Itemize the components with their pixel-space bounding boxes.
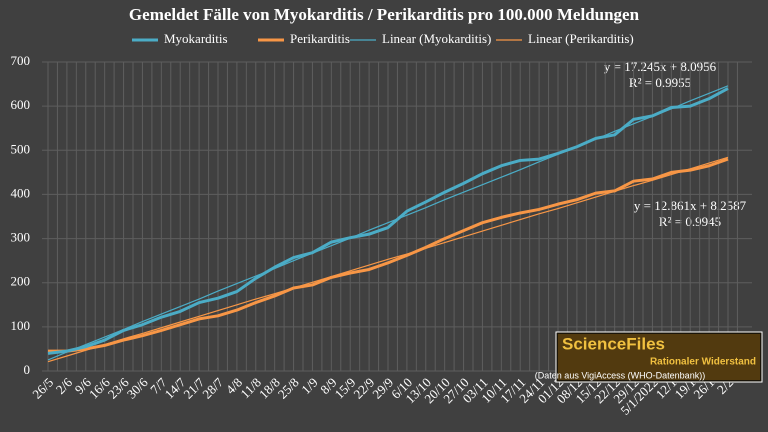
logo-title: ScienceFiles: [562, 334, 665, 353]
series-line: [47, 87, 729, 355]
annotation: y = 17.245x + 8.0956: [604, 59, 717, 74]
legend-label: Perikarditis: [290, 31, 350, 46]
logo: ScienceFiles Rationaler Widerstand (Date…: [535, 331, 763, 383]
y-tick-label: 300: [11, 230, 31, 245]
y-tick-label: 200: [11, 274, 31, 289]
legend-label: Myokarditis: [164, 31, 228, 46]
y-tick-label: 400: [11, 185, 31, 200]
y-tick-label: 100: [11, 318, 31, 333]
legend-label: Linear (Myokarditis): [382, 31, 491, 46]
annotation: R² = 0.9955: [629, 75, 691, 90]
series-line: [47, 85, 729, 361]
y-tick-label: 500: [11, 141, 31, 156]
y-tick-label: 600: [11, 97, 31, 112]
logo-subtitle: Rationaler Widerstand: [650, 357, 756, 368]
y-tick-label: 0: [24, 362, 31, 377]
series-line: [48, 157, 729, 353]
legend-label: Linear (Perikarditis): [528, 31, 634, 46]
logo-bg: [558, 334, 760, 380]
logo-source: (Daten aus VigiAccess (WHO-Datenbank)): [535, 370, 705, 380]
y-tick-label: 700: [11, 53, 31, 68]
chart-title: Gemeldet Fälle von Myokarditis / Perikar…: [129, 5, 640, 24]
